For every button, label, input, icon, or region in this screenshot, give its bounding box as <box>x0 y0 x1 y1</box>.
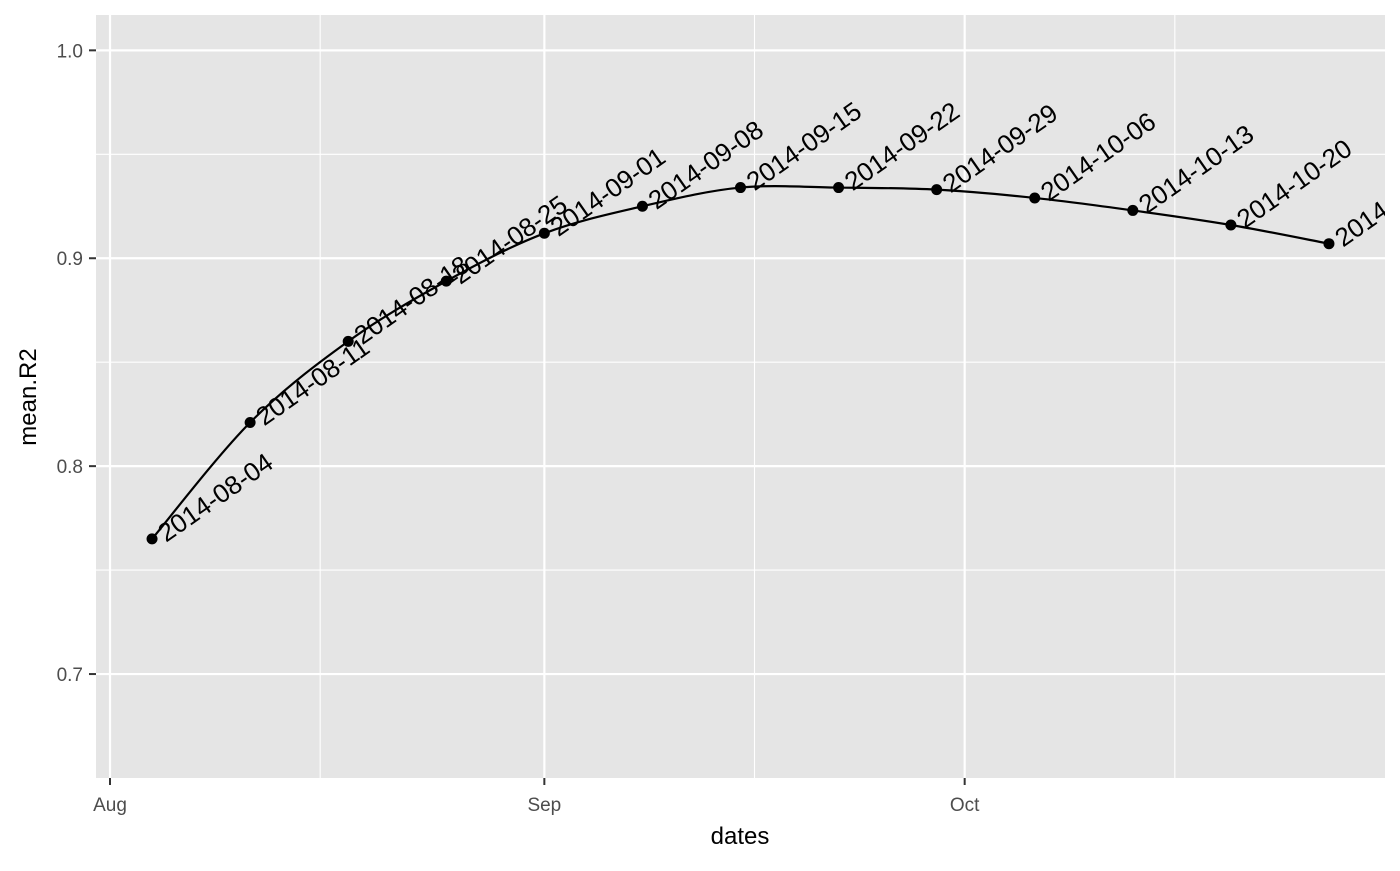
x-tick-label: Aug <box>93 795 127 816</box>
x-tick-label: Oct <box>950 795 980 816</box>
data-point <box>1127 204 1139 216</box>
data-point <box>538 227 550 239</box>
data-point <box>244 416 256 428</box>
data-point <box>1323 238 1335 250</box>
data-point <box>833 182 845 194</box>
y-tick-label: 0.7 <box>57 665 83 686</box>
data-point <box>931 184 943 196</box>
minor-gridlines <box>96 15 1385 778</box>
data-point <box>342 335 354 347</box>
major-gridlines <box>96 15 1385 778</box>
data-point <box>146 533 158 545</box>
data-point <box>1029 192 1041 204</box>
data-point <box>636 200 648 212</box>
x-tick-label: Sep <box>527 795 561 816</box>
data-point <box>1225 219 1237 231</box>
y-tick-label: 1.0 <box>57 41 83 62</box>
data-point <box>735 182 746 194</box>
y-tick-label: 0.9 <box>57 249 83 270</box>
y-axis-title: mean.R2 <box>15 348 42 445</box>
plot-panel <box>96 15 1385 778</box>
x-axis: Aug Sep Oct <box>93 778 980 816</box>
data-point <box>440 275 452 287</box>
y-tick-label: 0.8 <box>57 457 83 478</box>
x-axis-title: dates <box>711 823 770 850</box>
y-axis: 0.7 0.8 0.9 1.0 <box>57 41 96 686</box>
